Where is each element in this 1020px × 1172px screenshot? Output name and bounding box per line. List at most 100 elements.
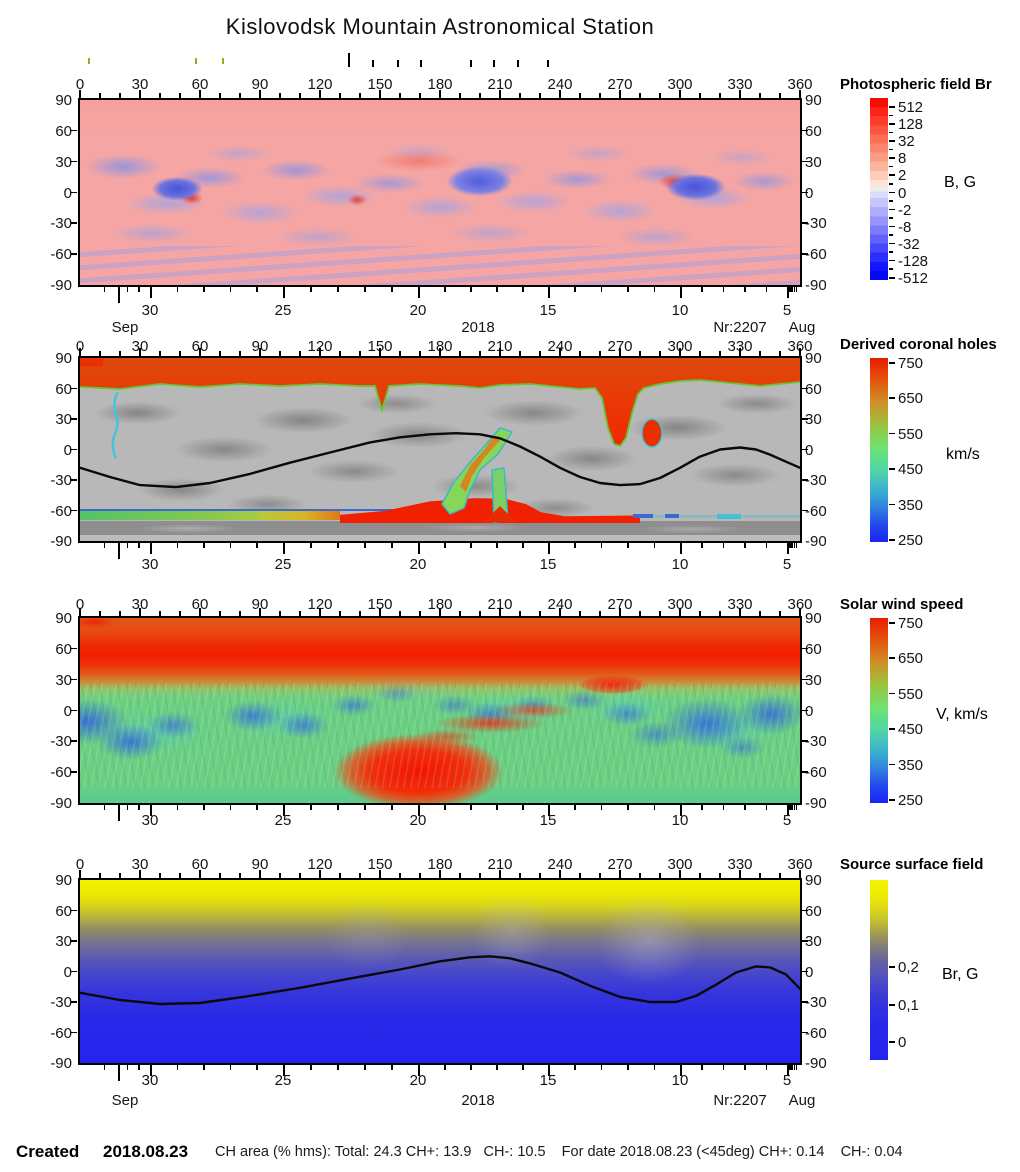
date-tick-minor <box>496 543 498 548</box>
lat-tick-left <box>71 479 77 481</box>
unit-label-coronal-holes: km/s <box>946 446 980 463</box>
colorbar-tick <box>889 539 895 541</box>
lon-tick <box>119 351 121 356</box>
colorbar-tick <box>889 259 895 262</box>
date-tick-minor <box>444 543 446 548</box>
date-tick-minor <box>701 287 703 292</box>
lon-tick <box>659 93 661 98</box>
colorbar-tick <box>889 1041 895 1043</box>
lon-tick <box>199 608 201 616</box>
lat-tick-left <box>71 418 77 420</box>
lon-label: 0 <box>75 338 85 355</box>
colorbar-tick <box>889 799 895 801</box>
lon-tick <box>159 93 161 98</box>
colorbar-title-wind-speed: Solar wind speed <box>840 596 964 613</box>
year-label: 2018 <box>461 319 495 336</box>
date-tick-minor <box>229 543 232 548</box>
date-label: 20 <box>409 1072 427 1089</box>
date-tick-minor <box>229 287 232 292</box>
lon-label: 120 <box>307 338 333 355</box>
lat-label-right: 0 <box>805 963 814 981</box>
date-tick-major <box>150 1065 152 1076</box>
date-tick-minor <box>793 805 796 810</box>
date-tick-minor <box>138 1065 140 1070</box>
observation-marker-black <box>470 60 472 67</box>
date-tick-minor <box>310 543 312 548</box>
lon-label: 0 <box>75 856 85 873</box>
date-tick-major <box>283 287 285 298</box>
lon-label: 60 <box>191 76 209 93</box>
date-tick-minor <box>138 805 140 810</box>
lat-tick-left <box>71 1001 77 1003</box>
lon-tick <box>259 348 261 356</box>
lon-tick <box>639 93 641 98</box>
observation-marker-olive <box>195 58 197 64</box>
lat-tick-right <box>802 129 808 132</box>
lat-label-left: 90 <box>55 92 72 109</box>
date-tick-minor <box>765 805 768 810</box>
date-tick-minor <box>722 543 725 548</box>
lat-tick-left <box>71 1031 77 1034</box>
date-tick-minor <box>793 287 796 292</box>
colorbar-tick <box>889 362 895 364</box>
lat-tick-right <box>802 709 808 712</box>
lon-tick <box>139 348 141 356</box>
date-tick-minor <box>138 287 140 292</box>
date-tick-minor <box>701 543 703 548</box>
lon-tick <box>199 348 201 356</box>
observation-marker-black <box>372 60 374 67</box>
lon-label: 90 <box>251 76 269 93</box>
neutral-line <box>80 955 800 1006</box>
lon-tick <box>259 870 261 878</box>
colorbar-tick <box>889 692 895 695</box>
date-label: 5 <box>782 302 792 319</box>
lon-label: 90 <box>251 596 269 613</box>
lon-tick <box>539 611 541 616</box>
lat-label-right: 30 <box>805 671 822 689</box>
colorbar-tick <box>889 208 895 211</box>
lat-label-left: 90 <box>55 350 72 367</box>
lat-tick-right <box>802 771 808 773</box>
lon-tick <box>399 611 401 616</box>
isolated-coronal-hole <box>641 418 663 448</box>
lat-label-left: 60 <box>55 902 72 920</box>
lon-tick <box>519 351 521 356</box>
colorbar-tick <box>889 728 895 730</box>
colorbar-tick <box>889 432 895 435</box>
lon-tick <box>299 873 301 878</box>
observation-marker-olive <box>88 58 90 64</box>
lon-label: 0 <box>75 596 85 613</box>
lon-label: 330 <box>727 596 753 613</box>
lat-label-left: -60 <box>50 246 72 264</box>
date-tick-minor <box>229 805 232 810</box>
lon-tick <box>199 870 201 878</box>
lat-tick-left <box>71 678 77 681</box>
date-tick-major <box>283 543 285 554</box>
observation-marker-black <box>420 60 422 67</box>
lon-label: 120 <box>307 76 333 93</box>
date-tick-minor <box>744 287 746 292</box>
lon-tick <box>679 348 681 356</box>
lon-tick <box>439 870 441 878</box>
date-tick-minor <box>744 543 746 548</box>
date-tick-major <box>787 287 789 298</box>
lon-tick <box>659 873 661 878</box>
lat-tick-right <box>802 191 808 194</box>
lat-tick-right <box>802 970 808 973</box>
date-tick-minor <box>203 287 205 292</box>
lat-tick-right <box>802 418 808 420</box>
lon-tick <box>99 351 101 356</box>
month-start-tick <box>118 543 120 559</box>
lat-label-left: -30 <box>50 733 72 751</box>
lon-tick <box>659 611 661 616</box>
lon-label: 150 <box>367 856 393 873</box>
lat-tick-right <box>802 1001 808 1003</box>
lon-tick <box>419 611 421 616</box>
lat-label-right: -60 <box>805 246 827 264</box>
lon-tick <box>79 90 81 98</box>
coronal-holes-panel <box>78 356 802 543</box>
unit-label-wind-speed: V, km/s <box>936 706 988 723</box>
date-tick-minor <box>103 287 106 292</box>
south-medium-strip <box>260 511 340 520</box>
lat-tick-right <box>802 448 808 451</box>
